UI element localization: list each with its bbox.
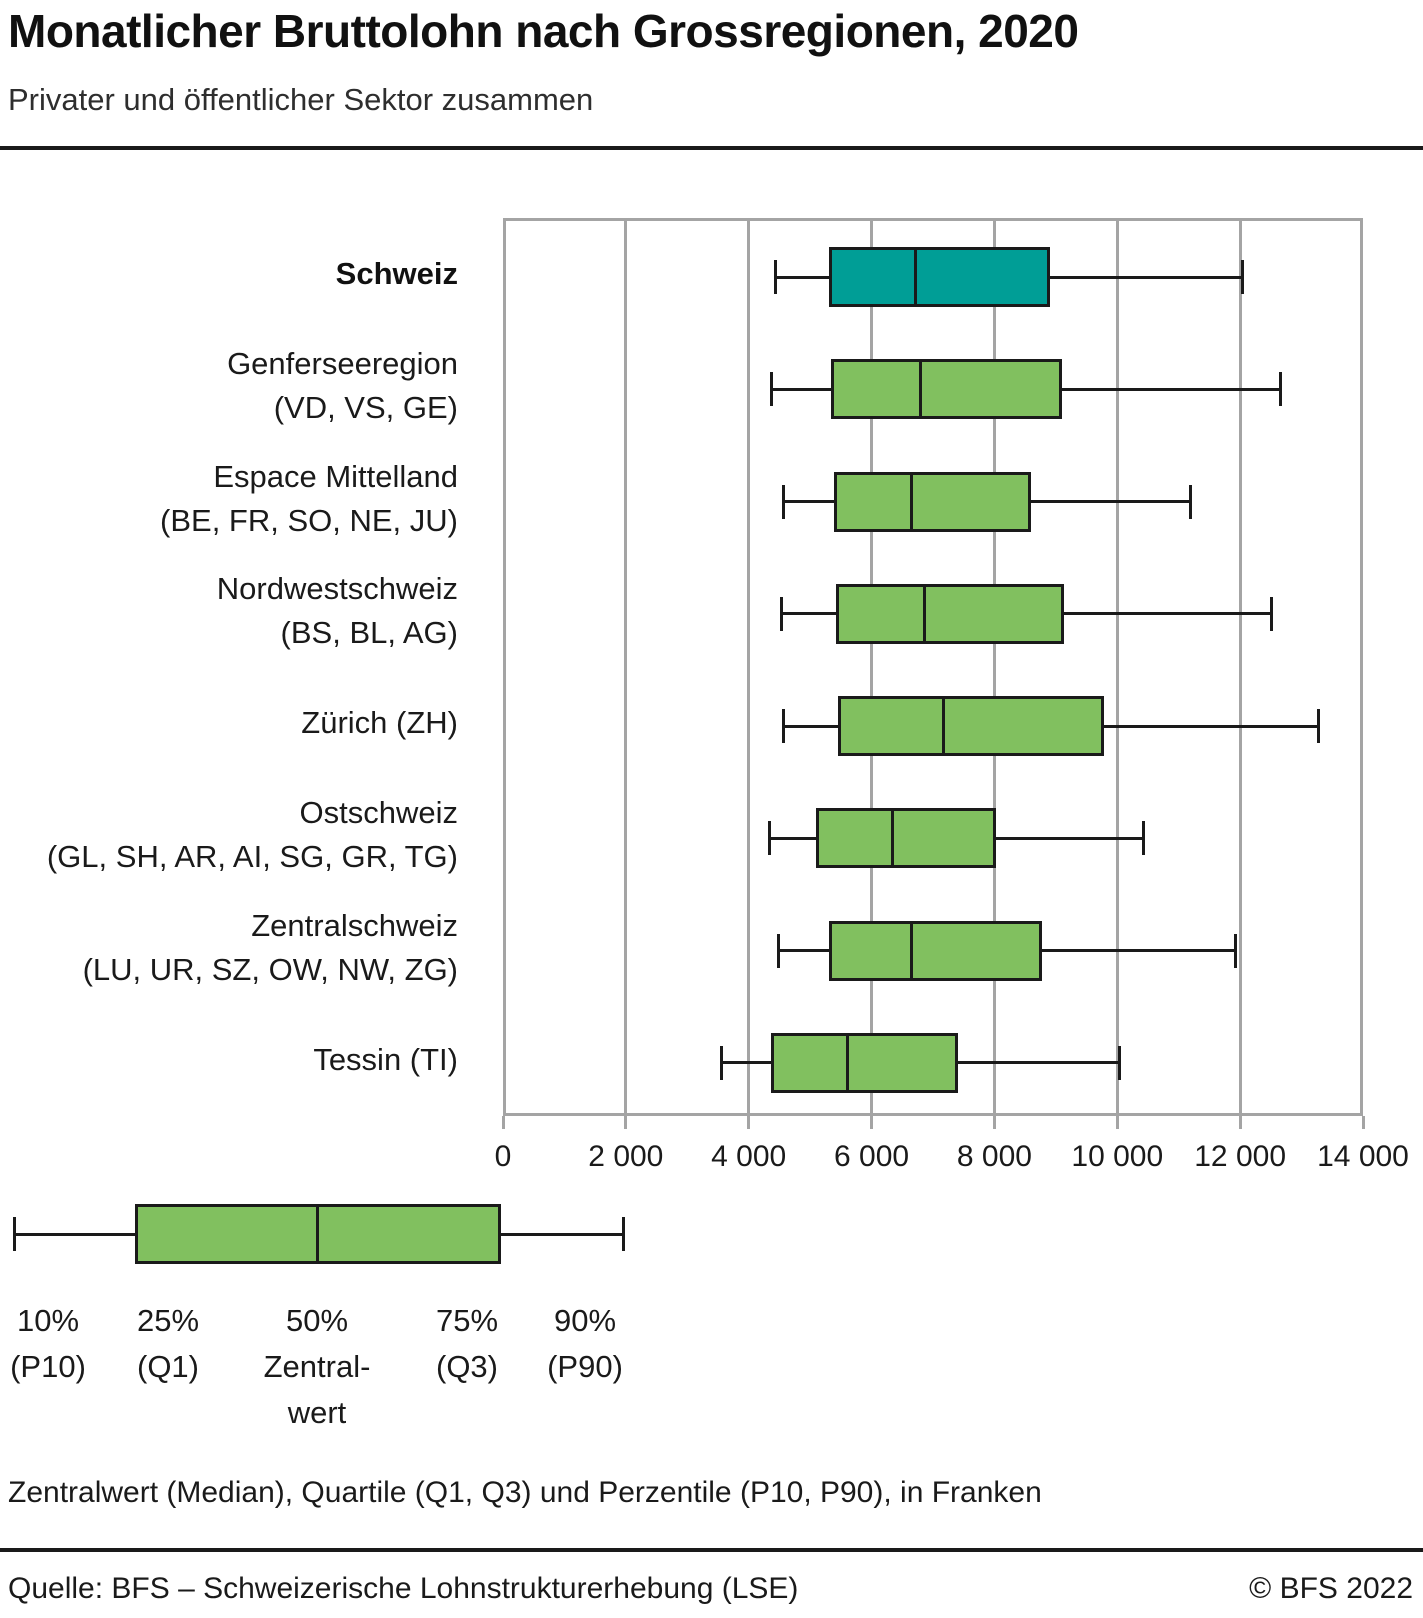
x-tick-mark (870, 1116, 874, 1129)
x-tick-label: 0 (494, 1140, 512, 1173)
interquartile-box (815, 808, 996, 869)
x-tick-label: 2 000 (588, 1140, 664, 1173)
legend-label: 75% (435, 1303, 499, 1338)
median-line (890, 808, 894, 869)
row-label: Espace Mittelland (BE, FR, SO, NE, JU) (0, 455, 458, 543)
x-tick-mark (992, 1116, 996, 1129)
chart-subtitle: Privater und öffentlicher Sektor zusamme… (8, 82, 594, 117)
row-label-line: Zentralschweiz (251, 907, 458, 943)
whisker-cap-p10 (781, 484, 785, 519)
whisker-cap-p90 (1269, 596, 1273, 631)
row-label: Tessin (TI) (0, 1038, 458, 1082)
legend-label: (Q3) (436, 1349, 498, 1384)
whisker-cap-p10 (777, 933, 781, 968)
row-label-line: (GL, SH, AR, AI, SG, GR, TG) (46, 839, 458, 875)
median-line (909, 920, 913, 981)
x-tick-label: 8 000 (956, 1140, 1032, 1173)
grid-line (992, 221, 996, 1113)
whisker-cap-p90 (1234, 933, 1238, 968)
whisker-cap-p90 (1278, 372, 1282, 407)
interquartile-box (770, 1032, 959, 1093)
legend-label: 90% (553, 1303, 617, 1338)
x-tick-label: 10 000 (1071, 1140, 1164, 1173)
row-label-line: Genferseeregion (227, 346, 458, 382)
interquartile-box (834, 471, 1031, 532)
row-label: Schweiz (0, 252, 458, 296)
x-tick-mark (1115, 1116, 1119, 1129)
chart-note: Zentralwert (Median), Quartile (Q1, Q3) … (8, 1476, 1042, 1509)
legend-median-line (315, 1204, 319, 1264)
median-line (942, 696, 946, 757)
row-label: Zentralschweiz (LU, UR, SZ, OW, NW, ZG) (0, 904, 458, 992)
x-tick-label: 14 000 (1317, 1140, 1409, 1173)
row-label-line: Nordwestschweiz (216, 570, 458, 606)
whisker-cap-p10 (780, 596, 784, 631)
row-label: Genferseeregion (VD, VS, GE) (0, 342, 458, 430)
source-text: Quelle: BFS – Schweizerische Lohnstruktu… (8, 1572, 799, 1605)
x-tick-mark (1361, 1116, 1365, 1129)
x-tick-mark (501, 1116, 505, 1129)
legend-label: 25% (136, 1303, 200, 1338)
top-divider (0, 146, 1423, 150)
interquartile-box (829, 247, 1051, 308)
median-line (913, 247, 917, 308)
median-line (909, 471, 913, 532)
plot-area (503, 218, 1363, 1116)
interquartile-box (837, 696, 1104, 757)
row-label-line: Schweiz (335, 256, 458, 292)
whisker-cap-p90 (1189, 484, 1193, 519)
grid-line (1115, 221, 1119, 1113)
interquartile-box (830, 359, 1062, 420)
interquartile-box (836, 583, 1064, 644)
legend-label: 10% (16, 1303, 80, 1338)
footer: Quelle: BFS – Schweizerische Lohnstruktu… (8, 1572, 1413, 1606)
x-tick-label: 12 000 (1194, 1140, 1287, 1173)
interquartile-box (829, 920, 1042, 981)
row-label-line: Zürich (ZH) (301, 705, 458, 741)
x-tick-label: 6 000 (834, 1140, 910, 1173)
row-label-line: Ostschweiz (299, 795, 458, 831)
whisker-cap-p10 (720, 1045, 724, 1080)
whisker-cap-p90 (1141, 821, 1145, 856)
legend-label: 50% (285, 1303, 349, 1338)
row-label-line: (VD, VS, GE) (273, 390, 458, 426)
legend-label: (P10) (10, 1349, 86, 1384)
grid-line (747, 221, 751, 1113)
x-tick-mark (624, 1116, 628, 1129)
row-label-line: (BE, FR, SO, NE, JU) (160, 502, 458, 538)
legend-whisker-cap-p10 (12, 1217, 16, 1251)
legend-label: (Q1) (137, 1349, 199, 1384)
whisker-cap-p90 (1118, 1045, 1122, 1080)
x-tick-mark (1238, 1116, 1242, 1129)
grid-line (624, 221, 628, 1113)
grid-line (870, 221, 874, 1113)
row-label-line: Tessin (TI) (313, 1041, 458, 1077)
row-label: Ostschweiz (GL, SH, AR, AI, SG, GR, TG) (0, 791, 458, 879)
bottom-divider (0, 1548, 1423, 1552)
row-label-line: (LU, UR, SZ, OW, NW, ZG) (82, 951, 458, 987)
median-line (846, 1032, 850, 1093)
legend-label: wert (287, 1395, 347, 1430)
row-label-line: Espace Mittelland (213, 458, 458, 494)
whisker-cap-p10 (773, 260, 777, 295)
legend-whisker-cap-p90 (621, 1217, 625, 1251)
row-label: Zürich (ZH) (0, 701, 458, 745)
median-line (918, 359, 922, 420)
whisker-cap-p90 (1241, 260, 1245, 295)
whisker-cap-p10 (781, 709, 785, 744)
x-tick-mark (747, 1116, 751, 1129)
row-label-line: (BS, BL, AG) (280, 614, 458, 650)
grid-line (1238, 221, 1242, 1113)
whisker-cap-p10 (768, 821, 772, 856)
row-label: Nordwestschweiz (BS, BL, AG) (0, 567, 458, 655)
copyright-text: © BFS 2022 (1249, 1572, 1413, 1605)
x-tick-label: 4 000 (711, 1140, 787, 1173)
median-line (922, 583, 926, 644)
legend-label: Zentral- (263, 1349, 371, 1384)
whisker-cap-p90 (1316, 709, 1320, 744)
chart-title: Monatlicher Bruttolohn nach Grossregione… (8, 5, 1079, 57)
whisker-cap-p10 (770, 372, 774, 407)
legend-label: (P90) (547, 1349, 623, 1384)
